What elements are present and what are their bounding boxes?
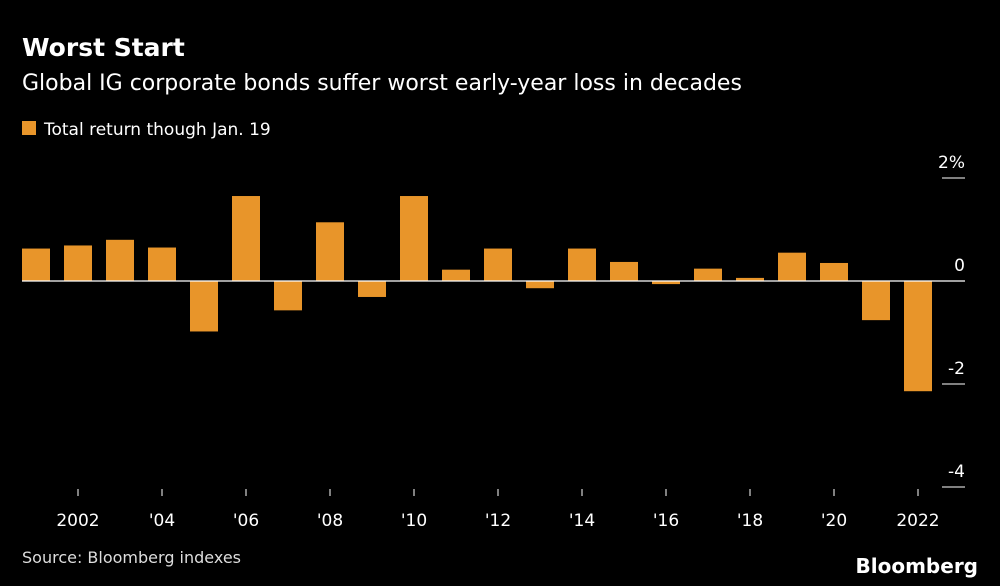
bar bbox=[190, 281, 218, 332]
bar bbox=[64, 245, 92, 281]
chart-title: Worst Start bbox=[22, 33, 185, 62]
x-tick-label: 2022 bbox=[896, 511, 939, 531]
bar bbox=[526, 281, 554, 289]
x-tick-label: '16 bbox=[653, 511, 679, 531]
bar bbox=[736, 277, 764, 281]
bar bbox=[820, 262, 848, 281]
bar bbox=[778, 252, 806, 281]
x-tick-label: '12 bbox=[485, 511, 511, 531]
x-tick-label: '04 bbox=[149, 511, 175, 531]
y-tick-label: 0 bbox=[954, 256, 965, 276]
bar bbox=[442, 269, 470, 281]
bar bbox=[106, 239, 134, 281]
bar bbox=[652, 281, 680, 285]
x-tick-label: '06 bbox=[233, 511, 259, 531]
legend-swatch bbox=[22, 121, 36, 135]
x-tick-label: '18 bbox=[737, 511, 763, 531]
y-tick-label: -2 bbox=[948, 359, 965, 379]
x-tick-label: '20 bbox=[821, 511, 847, 531]
bar bbox=[862, 281, 890, 321]
bar bbox=[694, 268, 722, 281]
bar bbox=[484, 248, 512, 281]
y-tick-label: 2% bbox=[938, 153, 965, 173]
legend-label: Total return though Jan. 19 bbox=[43, 120, 271, 140]
x-tick-label: '14 bbox=[569, 511, 595, 531]
x-tick-label: 2002 bbox=[56, 511, 99, 531]
bar bbox=[232, 196, 260, 281]
bar bbox=[22, 248, 50, 281]
chart-subtitle: Global IG corporate bonds suffer worst e… bbox=[22, 71, 742, 96]
bar bbox=[400, 196, 428, 281]
bar bbox=[358, 281, 386, 297]
source: Source: Bloomberg indexes bbox=[22, 548, 241, 567]
bar bbox=[904, 281, 932, 392]
x-tick-label: '08 bbox=[317, 511, 343, 531]
bar bbox=[316, 222, 344, 281]
x-tick-label: '10 bbox=[401, 511, 427, 531]
bar bbox=[148, 247, 176, 281]
bar bbox=[610, 261, 638, 281]
bar bbox=[274, 281, 302, 311]
y-tick-label: -4 bbox=[948, 462, 965, 482]
bar bbox=[568, 248, 596, 281]
brand: Bloomberg bbox=[856, 554, 978, 578]
